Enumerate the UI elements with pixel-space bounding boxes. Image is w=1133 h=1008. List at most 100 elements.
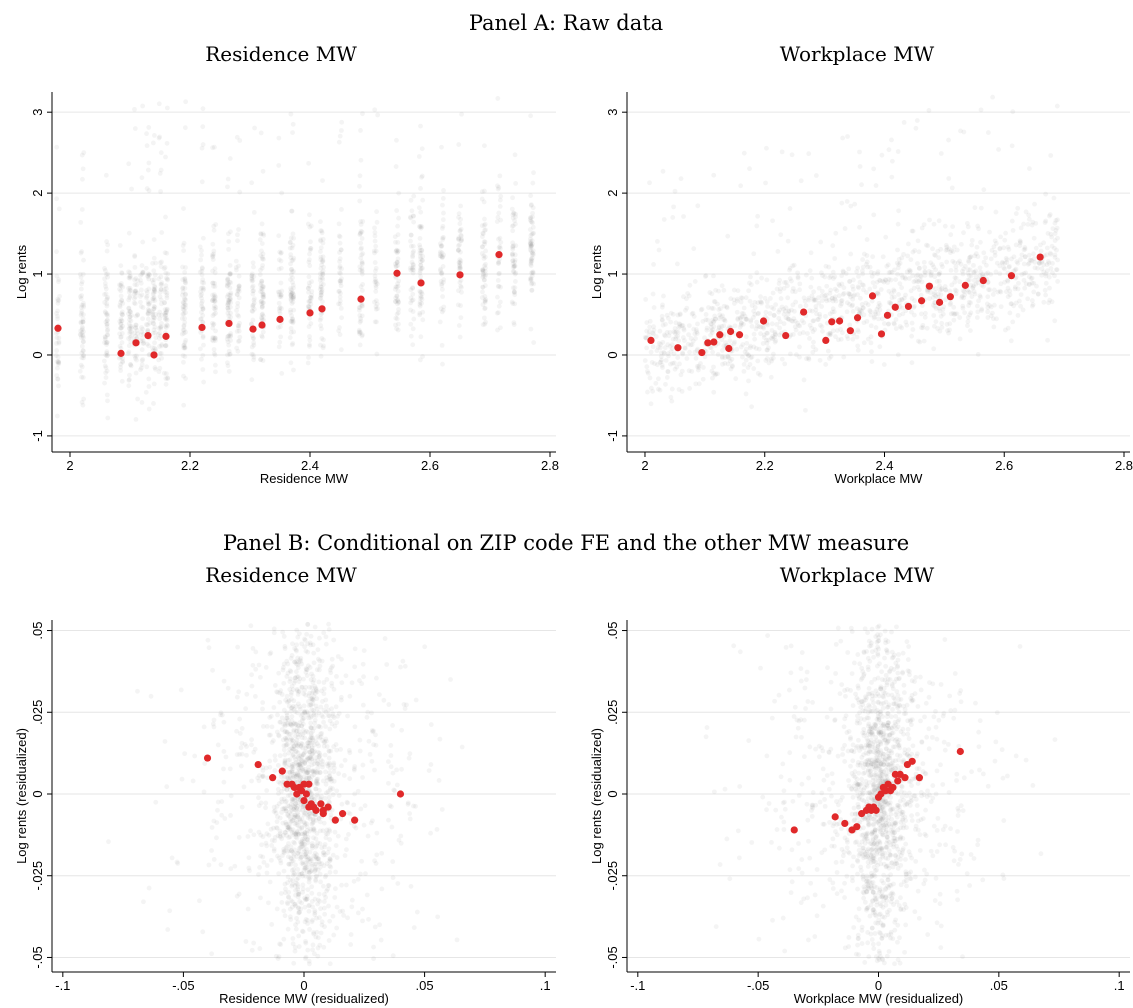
binned-point: [393, 269, 401, 277]
binned-point: [698, 348, 706, 357]
x-tick-label: 2.8: [1115, 458, 1133, 473]
binned-point: [312, 806, 320, 814]
y-tick-label: -1: [605, 430, 620, 442]
binned-point: [853, 314, 862, 322]
binned-point: [710, 338, 718, 346]
x-axis-title: Workplace MW (residualized): [794, 991, 964, 1006]
x-tick-label: 2: [641, 458, 648, 473]
binned-point: [357, 295, 365, 303]
binned-point: [790, 826, 798, 834]
binned-point: [306, 309, 314, 317]
binned-point: [925, 282, 933, 290]
y-axis-title: Log rents (residualized): [14, 728, 29, 864]
y-tick-label: 0: [30, 351, 45, 358]
y-tick-label: 0: [30, 790, 45, 797]
binned-point: [396, 790, 405, 798]
y-axis-title: Log rents: [14, 244, 29, 299]
binned-point: [331, 816, 339, 824]
raw-points: [703, 623, 1058, 967]
y-tick-label: -1: [30, 430, 45, 442]
binned-point: [904, 302, 913, 311]
binned-point: [891, 303, 899, 311]
binned-point: [269, 774, 277, 782]
binned-point: [800, 308, 808, 316]
x-tick-label: .1: [1114, 978, 1125, 993]
y-axis-title: Log rents: [589, 244, 604, 299]
binned-point: [961, 281, 969, 289]
y-tick-label: .025: [605, 700, 620, 725]
binned-point: [725, 344, 733, 353]
binned-point: [841, 819, 849, 828]
raw-points: [106, 621, 465, 967]
x-tick-label: .1: [540, 978, 551, 993]
binned-point: [831, 813, 839, 821]
x-tick-label: -.1: [55, 978, 70, 993]
binned-point: [198, 323, 206, 332]
y-tick-label: .025: [30, 700, 45, 725]
binned-point: [351, 816, 359, 824]
binned-point: [735, 331, 744, 339]
binned-point: [908, 757, 916, 765]
binned-point: [828, 318, 836, 326]
y-tick-label: .05: [605, 621, 620, 639]
binned-point: [132, 339, 140, 347]
x-axis-title: Residence MW: [260, 471, 349, 486]
binned-point: [417, 279, 425, 287]
binned-point: [846, 327, 854, 335]
binned-point: [302, 790, 311, 798]
y-tick-label: .05: [30, 621, 45, 639]
binned-point: [324, 803, 332, 811]
binned-point: [495, 251, 503, 259]
binned-point: [144, 331, 152, 340]
x-tick-label: 2.4: [875, 458, 893, 473]
y-tick-label: 3: [30, 109, 45, 116]
binned-point: [727, 327, 735, 336]
binned-point: [54, 324, 62, 332]
x-tick-label: 2.2: [756, 458, 774, 473]
binned-point: [759, 317, 768, 325]
x-axis-title: Workplace MW: [835, 471, 924, 486]
binned-point: [249, 325, 257, 333]
chart-b-workplace-title: Workplace MW: [779, 563, 935, 587]
binned-point: [317, 800, 325, 808]
y-tick-label: 3: [605, 109, 620, 116]
binned-point: [162, 332, 170, 340]
x-tick-label: 2.8: [541, 458, 559, 473]
x-tick-label: .05: [416, 978, 434, 993]
y-tick-label: 1: [30, 270, 45, 277]
y-tick-label: 2: [605, 189, 620, 196]
binned-point: [782, 331, 790, 340]
binned-point: [872, 806, 880, 814]
chart-a-residence-title: Residence MW: [205, 42, 357, 66]
binned-point: [647, 336, 655, 345]
binned-point: [956, 747, 964, 756]
binned-point: [300, 796, 308, 805]
binned-point: [117, 349, 125, 357]
x-tick-label: .05: [990, 978, 1008, 993]
binned-point: [822, 336, 830, 345]
binned-point: [894, 777, 902, 785]
binned-point: [716, 331, 724, 339]
binned-point: [276, 315, 284, 323]
y-tick-label: 2: [30, 189, 45, 196]
binned-point: [946, 293, 954, 301]
x-tick-label: 2.6: [421, 458, 439, 473]
x-tick-label: 0: [300, 978, 307, 993]
binned-point: [305, 780, 313, 788]
raw-points: [642, 94, 1061, 413]
x-tick-label: 2: [66, 458, 73, 473]
binned-point: [853, 823, 861, 831]
y-tick-label: -.05: [30, 946, 45, 968]
y-tick-label: 0: [605, 351, 620, 358]
binned-point: [203, 754, 212, 762]
x-tick-label: -.05: [172, 978, 194, 993]
binned-point: [918, 297, 926, 305]
binned-point: [318, 305, 326, 313]
x-tick-label: 2.4: [301, 458, 319, 473]
binned-point: [901, 774, 909, 782]
binned-point: [889, 783, 897, 792]
chart-b-residence-title: Residence MW: [205, 563, 357, 587]
